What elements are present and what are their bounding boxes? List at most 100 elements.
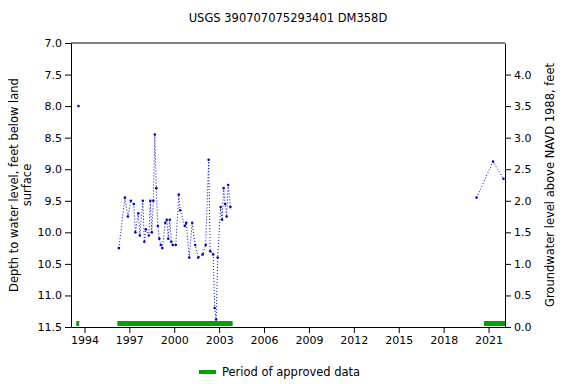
data-point [221, 218, 224, 221]
y-tick-label: 11.0 [38, 289, 63, 302]
x-axis: 1994199720002003200620092012201520182021 [71, 327, 506, 347]
data-point [216, 256, 219, 259]
y-tick-mark [65, 295, 71, 296]
chart: 1994199720002003200620092012201520182021… [0, 0, 576, 384]
x-tick-mark [264, 327, 265, 333]
y2-tick: 3.0 [505, 132, 532, 145]
y2-axis: 0.00.51.01.52.02.53.03.54.0 [505, 44, 532, 335]
y-axis-title-line: Depth to water level, feet below land [7, 78, 21, 292]
data-point [492, 160, 495, 163]
y-tick-mark [65, 232, 71, 233]
y2-tick-label: 3.0 [514, 132, 532, 145]
y-axis-line [71, 44, 72, 328]
y-tick: 7.5 [45, 69, 72, 82]
y2-tick-label: 2.0 [514, 195, 532, 208]
x-tick: 2000 [161, 327, 189, 347]
data-point [185, 222, 188, 225]
y-tick-mark [65, 106, 71, 107]
y-tick: 9.0 [45, 163, 72, 176]
data-point [179, 209, 182, 212]
data-point [151, 231, 154, 234]
y-tick-label: 10.0 [38, 226, 63, 239]
y-tick-label: 9.0 [45, 163, 63, 176]
y-tick-mark [65, 138, 71, 139]
data-point [158, 237, 161, 240]
data-point [191, 222, 194, 225]
data-point [155, 187, 158, 190]
x-tick-label: 1997 [116, 334, 144, 347]
y2-tick: 1.0 [505, 258, 532, 271]
approved-period [484, 321, 505, 326]
x-tick-label: 1994 [71, 334, 99, 347]
y-tick-mark [65, 75, 71, 76]
y-tick-label: 7.5 [45, 69, 63, 82]
y2-tick-mark [505, 75, 511, 76]
x-tick-mark [309, 327, 310, 333]
approved-period [76, 321, 79, 326]
x-tick: 2012 [340, 327, 368, 347]
x-tick-mark [444, 327, 445, 333]
data-point [209, 250, 212, 253]
data-point [130, 199, 133, 202]
y-tick-label: 8.5 [45, 132, 63, 145]
data-point [188, 256, 191, 259]
data-point [219, 206, 222, 209]
data-point [127, 215, 130, 218]
y2-tick: 1.5 [505, 226, 532, 239]
x-tick-label: 2021 [475, 334, 503, 347]
x-axis-line [72, 327, 506, 328]
x-tick-mark [129, 327, 130, 333]
y2-tick-mark [505, 264, 511, 265]
title: USGS 390707075293401 DM358D [189, 11, 388, 25]
y2-tick: 2.5 [505, 163, 532, 176]
data-point [194, 244, 197, 247]
data-point [148, 234, 151, 237]
data-point [77, 105, 80, 108]
data-point [149, 199, 152, 202]
x-tick: 2021 [475, 327, 503, 347]
y2-tick-label: 0.5 [514, 289, 532, 302]
y-axis: 7.07.58.08.59.09.510.010.511.011.5 [38, 37, 72, 334]
data-point [145, 228, 148, 231]
data-point [227, 184, 230, 187]
y-tick-label: 10.5 [38, 258, 63, 271]
data-point [170, 241, 173, 244]
data-point [213, 307, 216, 310]
data-point [118, 247, 121, 250]
x-tick-mark [354, 327, 355, 333]
data-point [161, 247, 164, 250]
legend: Period of approved data [199, 365, 360, 379]
y2-tick-mark [505, 295, 511, 296]
y2-tick: 0.5 [505, 289, 532, 302]
y-tick: 8.5 [45, 132, 72, 145]
y-tick: 9.5 [45, 195, 72, 208]
x-tick-label: 2015 [385, 334, 413, 347]
data-point [224, 203, 227, 206]
x-tick: 2015 [385, 327, 413, 347]
data-point [225, 215, 228, 218]
x-tick-mark [84, 327, 85, 333]
y2-tick-mark [505, 327, 511, 328]
y-tick-mark [65, 327, 71, 328]
x-tick-label: 2003 [206, 334, 234, 347]
legend-label: Period of approved data [222, 365, 360, 379]
x-tick-label: 2000 [161, 334, 189, 347]
x-tick-mark [174, 327, 175, 333]
y2-tick: 4.0 [505, 69, 532, 82]
y-tick: 11.0 [38, 289, 72, 302]
y2-tick-label: 0.0 [514, 321, 532, 334]
x-tick: 2018 [430, 327, 458, 347]
data-point [177, 193, 180, 196]
y-tick-mark [65, 201, 71, 202]
y2-tick-label: 2.5 [514, 163, 532, 176]
y-tick: 10.0 [38, 226, 72, 239]
legend-swatch [199, 370, 216, 374]
data-point [134, 231, 137, 234]
y2-tick: 2.0 [505, 195, 532, 208]
y2-tick-mark [505, 169, 511, 170]
data-layer [76, 105, 505, 326]
data-point [168, 218, 171, 221]
y-tick-label: 8.0 [45, 100, 63, 113]
y-tick-mark [65, 264, 71, 265]
data-point [133, 203, 136, 206]
